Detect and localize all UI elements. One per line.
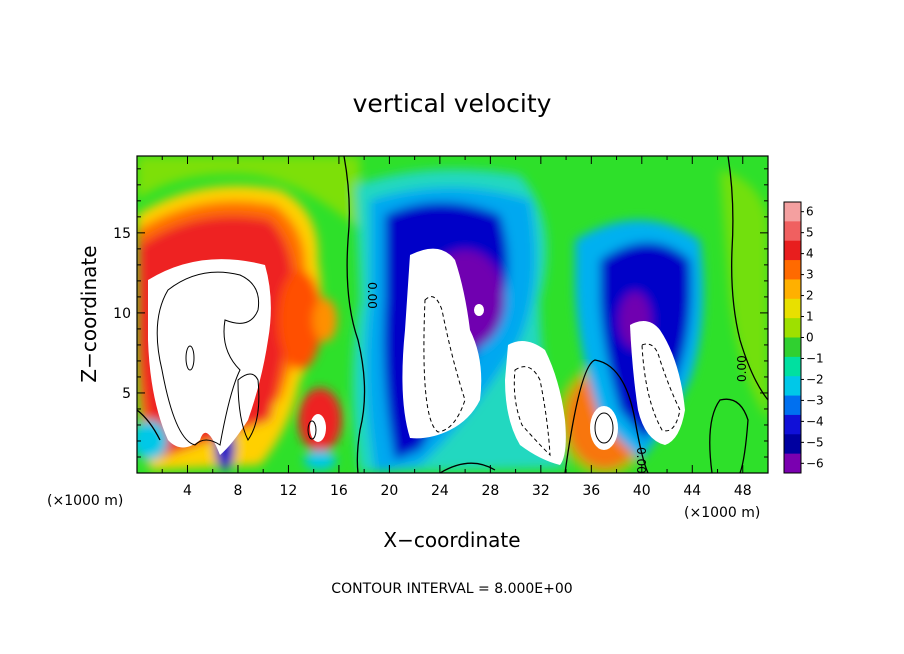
colorbar-label: 0 [806, 331, 814, 345]
colorbar-label: −3 [806, 393, 824, 407]
colorbar-swatch [784, 279, 801, 300]
x-tick-label: 32 [532, 483, 550, 499]
colorbar-label: 1 [806, 310, 814, 324]
y-tick-label: 10 [113, 306, 131, 322]
colorbar-swatch [784, 240, 801, 261]
zero-contour-left [343, 156, 366, 473]
plot-area: 0.00 0.00 0.00 [137, 156, 768, 474]
colorbar-label: 5 [806, 226, 814, 240]
x-tick-label: 12 [280, 483, 298, 499]
colorbar-label: 6 [806, 205, 814, 219]
colorbar-label: 4 [806, 247, 814, 261]
colorbar-swatch [784, 453, 801, 474]
x-unit-right: (×1000 m) [684, 505, 760, 521]
contour-label: 0.00 [735, 355, 749, 382]
colorbar-swatch [784, 298, 801, 319]
colorbar-label: −1 [806, 351, 824, 365]
y-tick-label: 15 [113, 226, 131, 242]
x-tick-label: 24 [431, 483, 449, 499]
x-tick-label: 48 [734, 483, 752, 499]
colorbar-label: −4 [806, 414, 824, 428]
zero-contour-right [727, 156, 768, 401]
colorbar-swatch [784, 260, 801, 280]
colorbar-swatch [784, 337, 801, 358]
colorbar-label: −5 [806, 435, 824, 449]
chart-title: vertical velocity [353, 89, 552, 118]
colorbar-swatch [784, 221, 801, 242]
colorbar-label: 3 [806, 268, 814, 282]
colorbar-label: −6 [806, 456, 824, 470]
contour-label: 0.00 [365, 282, 379, 309]
colorbar-swatch [784, 434, 801, 455]
x-tick-label: 20 [380, 483, 398, 499]
contour-labels: 0.00 0.00 0.00 [365, 282, 749, 474]
x-tick-label: 4 [183, 483, 192, 499]
colorbar: 6 5 4 3 2 1 0 −1 −2 −3 −4 −5 −6 [783, 201, 824, 474]
plot-frame [136, 155, 769, 474]
colorbar-swatch [784, 395, 801, 416]
contour-interval-note: CONTOUR INTERVAL = 8.000E+00 [331, 581, 572, 597]
x-tick-label: 16 [330, 483, 348, 499]
y-tick-label: 5 [122, 386, 131, 402]
colorbar-label: 2 [806, 289, 814, 303]
contour-label: 0.00 [634, 447, 648, 474]
x-tick-label: 40 [633, 483, 651, 499]
x-tick-label: 28 [481, 483, 499, 499]
x-tick-label: 44 [683, 483, 701, 499]
y-axis: 5 10 15 [113, 168, 768, 458]
colorbar-swatch [784, 356, 801, 377]
x-axis: 4 8 12 16 20 24 28 32 36 40 44 48 [161, 156, 752, 499]
x-tick-label: 36 [582, 483, 600, 499]
x-unit-left: (×1000 m) [47, 493, 123, 509]
colorbar-swatch [784, 376, 801, 397]
x-axis-label: X−coordinate [383, 528, 520, 552]
colorbar-label: −2 [806, 372, 824, 386]
colorbar-swatch [784, 414, 801, 435]
colorbar-swatch [784, 318, 801, 338]
y-axis-label: Z−coordinate [77, 245, 101, 382]
x-tick-label: 8 [233, 483, 242, 499]
colorbar-swatch [784, 202, 801, 222]
